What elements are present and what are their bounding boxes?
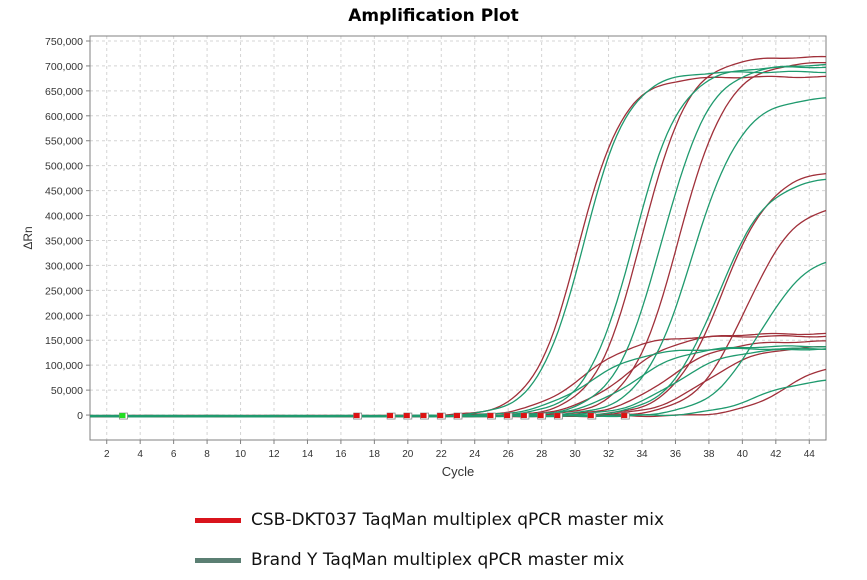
y-tick-label: 50,000 (51, 385, 83, 397)
y-tick-label: 700,000 (45, 61, 83, 73)
red-amplification-curve (89, 172, 827, 418)
cycle-markers (119, 412, 630, 420)
x-tick-label: 36 (670, 449, 682, 460)
cycle-marker (520, 413, 527, 419)
legend-label: CSB-DKT037 TaqMan multiplex qPCR master … (251, 510, 665, 530)
x-tick-label: 24 (469, 449, 481, 460)
cycle-marker (403, 413, 410, 419)
legend-item-brand-y[interactable]: Brand Y TaqMan multiplex qPCR master mix (195, 540, 664, 580)
chart-title: Amplification Plot (348, 6, 519, 26)
cycle-marker (537, 413, 544, 419)
x-tick-label: 20 (402, 449, 414, 460)
y-tick-label: 100,000 (45, 360, 83, 372)
x-tick-label: 32 (603, 449, 615, 460)
cycle-marker (437, 413, 444, 419)
x-tick-label: 2 (104, 449, 110, 460)
cycle-marker (487, 413, 494, 419)
x-tick-label: 6 (171, 449, 177, 460)
y-tick-label: 750,000 (45, 36, 83, 48)
legend: CSB-DKT037 TaqMan multiplex qPCR master … (195, 500, 664, 580)
x-tick-label: 14 (302, 449, 314, 460)
x-tick-label: 42 (770, 449, 782, 460)
x-axis-label: Cycle (442, 464, 475, 479)
y-tick-label: 450,000 (45, 186, 83, 198)
y-tick-label: 550,000 (45, 136, 83, 148)
y-tick-label: 250,000 (45, 285, 83, 297)
red-amplification-curve (89, 340, 826, 418)
cycle-marker (587, 413, 594, 419)
cycle-marker (119, 413, 126, 419)
x-tick-label: 16 (335, 449, 347, 460)
y-axis-label: ΔRn (21, 226, 35, 249)
green-amplification-curve (89, 66, 827, 418)
cycle-marker (353, 413, 360, 419)
y-tick-label: 650,000 (45, 86, 83, 98)
y-tick-label: 350,000 (45, 235, 83, 247)
grid (90, 36, 826, 440)
cycle-marker (554, 413, 561, 419)
legend-item-csb[interactable]: CSB-DKT037 TaqMan multiplex qPCR master … (195, 500, 664, 540)
x-tick-label: 12 (268, 449, 280, 460)
x-tick-label: 30 (570, 449, 582, 460)
x-axis: 2 4 6 8 10 12 14 16 18 20 22 24 26 28 30 32 34 36 38 40 42 44 (104, 440, 815, 460)
x-tick-label: 4 (137, 449, 143, 460)
x-tick-label: 26 (503, 449, 515, 460)
y-axis: 0 50,000 100,000 150,000 200,000 250,000 300,0… (45, 36, 90, 422)
y-tick-label: 200,000 (45, 310, 83, 322)
red-amplification-curve (89, 55, 827, 418)
cycle-marker (621, 413, 628, 419)
y-tick-label: 0 (77, 410, 83, 422)
red-amplification-curve (89, 209, 827, 418)
y-tick-label: 500,000 (45, 161, 83, 173)
green-amplification-curve (89, 97, 827, 418)
green-amplification-curve (89, 347, 827, 418)
x-tick-label: 18 (369, 449, 381, 460)
y-tick-label: 400,000 (45, 211, 83, 223)
y-tick-label: 150,000 (45, 335, 83, 347)
x-tick-label: 22 (436, 449, 448, 460)
x-tick-label: 34 (636, 449, 648, 460)
green-amplification-curve (89, 261, 827, 418)
red-amplification-curve (89, 346, 827, 418)
cycle-marker (504, 413, 511, 419)
green-amplification-curve (89, 348, 827, 418)
amplification-plot: 2 4 6 8 10 12 14 16 18 20 22 24 26 28 30 32 34 36 38 40 42 44… (21, 35, 827, 479)
x-tick-label: 40 (737, 449, 749, 460)
x-tick-label: 28 (536, 449, 548, 460)
cycle-marker (420, 413, 427, 419)
red-amplification-curve (89, 335, 827, 418)
series-curves (89, 55, 827, 418)
green-amplification-curve (89, 345, 827, 418)
x-tick-label: 38 (703, 449, 715, 460)
y-tick-label: 600,000 (45, 111, 83, 123)
x-tick-label: 8 (204, 449, 210, 460)
x-tick-label: 10 (235, 449, 247, 460)
plot-frame (89, 35, 827, 441)
green-amplification-curve (89, 379, 827, 418)
legend-swatch-green (195, 557, 241, 563)
y-tick-label: 300,000 (45, 260, 83, 272)
cycle-marker (454, 413, 460, 419)
cycle-marker (387, 413, 394, 419)
x-tick-label: 44 (804, 449, 816, 460)
green-amplification-curve (89, 178, 827, 418)
legend-swatch-red (195, 517, 241, 523)
legend-label: Brand Y TaqMan multiplex qPCR master mix (251, 550, 625, 570)
